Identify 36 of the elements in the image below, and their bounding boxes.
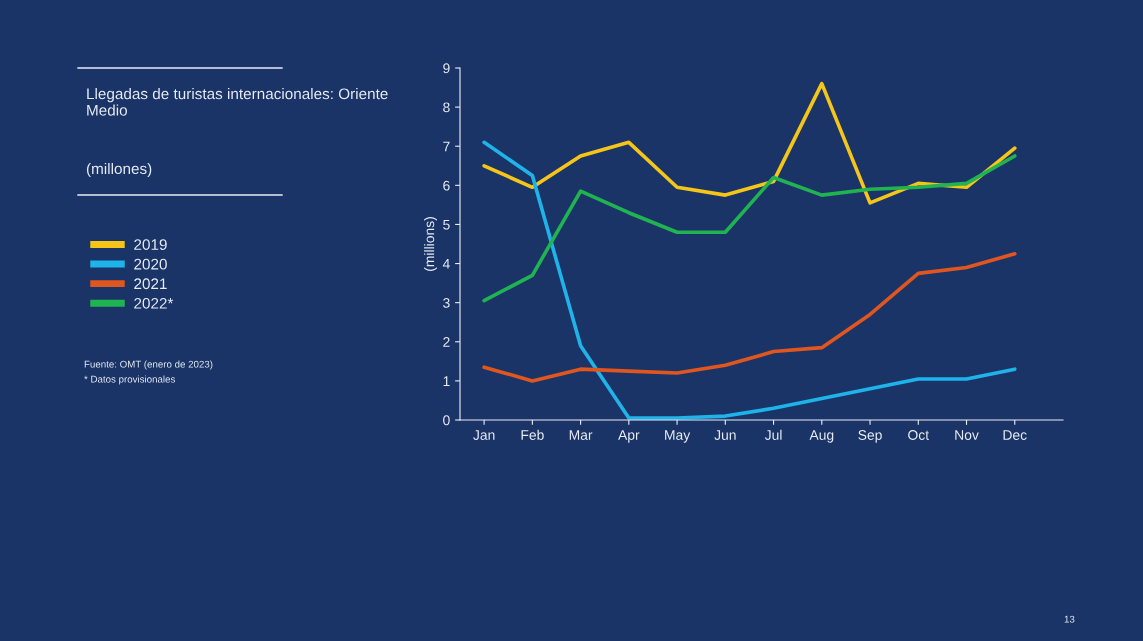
- y-axis-title: (millions): [424, 217, 437, 271]
- legend-label: 2022*: [134, 297, 174, 309]
- line-series: [482, 140, 1017, 420]
- text: * Datos provisionales: [84, 375, 175, 385]
- x-tick-label: Apr: [618, 430, 640, 443]
- x-tick-label: Oct: [908, 430, 929, 440]
- y-tick-label: 4: [442, 259, 450, 269]
- x-tick-label: Jul: [764, 429, 782, 440]
- text: 13: [1064, 615, 1075, 623]
- legend-label: 2019: [134, 239, 167, 250]
- y-tick-label: 0: [443, 415, 450, 426]
- y-tick-label: 8: [443, 102, 450, 113]
- x-tick-label: Sep: [858, 430, 882, 443]
- y-tick-label: 1: [443, 376, 450, 386]
- y-tick-label: 6: [443, 180, 450, 191]
- line-series: [482, 81, 1017, 205]
- text: Llegadas de turistas internacionales: Oriente Medio: [87, 88, 388, 116]
- x-tick-label: Mar: [569, 430, 593, 440]
- x-tick-label: May: [665, 430, 691, 443]
- x-tick-label: Jan: [473, 430, 495, 440]
- legend-label: 2021: [134, 278, 167, 290]
- x-tick-label: Dec: [1003, 430, 1027, 440]
- y-tick-label: 9: [443, 63, 450, 74]
- x-tick-label: Jun: [714, 430, 736, 440]
- y-tick-label: 5: [443, 219, 450, 230]
- source-note: Fuente: OMT (enero de 2023): [84, 360, 213, 370]
- y-tick-label: 3: [443, 298, 450, 308]
- y-tick-label: 7: [443, 141, 450, 152]
- line-series: [482, 154, 1017, 303]
- line-series: [482, 251, 1017, 383]
- text: (millones): [86, 162, 152, 178]
- x-tick-label: Feb: [521, 429, 544, 440]
- x-tick-label: Aug: [809, 430, 834, 443]
- x-tick-label: Nov: [955, 430, 979, 440]
- y-tick-label: 2: [443, 337, 450, 347]
- legend-label: 2020: [134, 258, 167, 270]
